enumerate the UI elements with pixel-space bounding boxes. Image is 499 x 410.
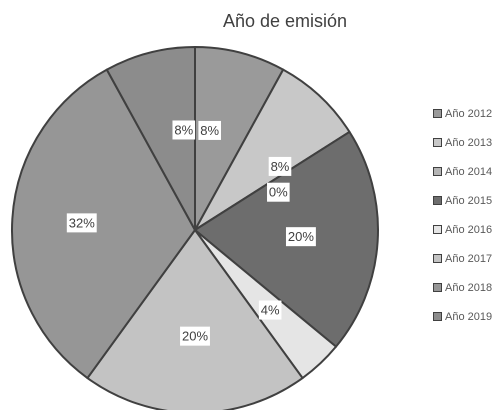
legend-swatch (433, 196, 442, 205)
pie-slices (11, 46, 379, 410)
data-label-a-o-2017: 20% (180, 326, 210, 346)
data-label-text: 0% (269, 185, 288, 200)
data-label-a-o-2013: 8% (268, 156, 292, 176)
legend-label: Año 2012 (445, 107, 493, 120)
chart-legend: Año 2012 Año 2013 Año 2014 Año 2015 Año 2016… (433, 106, 492, 324)
legend-swatch (433, 312, 442, 321)
legend-label: Año 2019 (445, 310, 493, 323)
legend-label: Año 2013 (445, 136, 493, 149)
data-label-a-o-2018: 32% (66, 213, 97, 233)
data-label-box (285, 227, 316, 247)
data-label-text: 8% (200, 123, 219, 138)
legend-swatch (433, 138, 442, 147)
legend-label: Año 2017 (445, 252, 493, 265)
data-label-box (180, 326, 210, 346)
pie-slice-a-o-2012 (194, 46, 285, 231)
data-label-text: 8% (271, 159, 290, 174)
data-label-a-o-2016: 4% (258, 300, 282, 320)
data-label-text: 4% (261, 303, 280, 318)
data-label-box (198, 120, 222, 140)
data-label-text: 8% (174, 122, 193, 137)
legend-swatch (433, 167, 442, 176)
legend-item-a-o-2019: Año 2019 (433, 309, 492, 324)
data-label-a-o-2014: 0% (267, 182, 290, 202)
legend-label: Año 2015 (445, 194, 493, 207)
legend-label: Año 2018 (445, 281, 493, 294)
legend-swatch (433, 109, 442, 118)
legend-item-a-o-2015: Año 2015 (433, 193, 492, 208)
legend-item-a-o-2018: Año 2018 (433, 280, 492, 295)
legend-label: Año 2014 (445, 165, 493, 178)
data-label-a-o-2019: 8% (172, 120, 196, 140)
legend-swatch (433, 254, 442, 263)
data-label-box (267, 182, 290, 202)
legend-item-a-o-2012: Año 2012 (433, 106, 492, 121)
legend-item-a-o-2013: Año 2013 (433, 135, 492, 150)
data-label-text: 20% (288, 229, 314, 244)
legend-item-a-o-2014: Año 2014 (433, 164, 492, 179)
data-label-text: 20% (182, 329, 208, 344)
data-label-a-o-2015: 20% (285, 227, 316, 247)
data-label-a-o-2012: 8% (198, 120, 222, 140)
data-label-box (258, 300, 282, 320)
legend-swatch (433, 225, 442, 234)
legend-label: Año 2016 (445, 223, 493, 236)
data-label-box (268, 156, 292, 176)
pie-slice-a-o-2017 (86, 229, 304, 410)
chart-title: Año de emisión (222, 11, 348, 31)
data-label-box (66, 213, 97, 233)
pie-data-labels: 8% 8% 0% 20% 4% 20% 32% 8% (66, 120, 316, 346)
legend-item-a-o-2017: Año 2017 (433, 251, 492, 266)
pie-slice-a-o-2019 (105, 46, 196, 231)
data-label-box (172, 120, 196, 140)
legend-swatch (433, 283, 442, 292)
pie-slice-a-o-2013 (194, 68, 351, 231)
pie-slice-a-o-2018 (11, 68, 196, 380)
legend-item-a-o-2016: Año 2016 (433, 222, 492, 237)
data-label-text: 32% (69, 215, 95, 230)
